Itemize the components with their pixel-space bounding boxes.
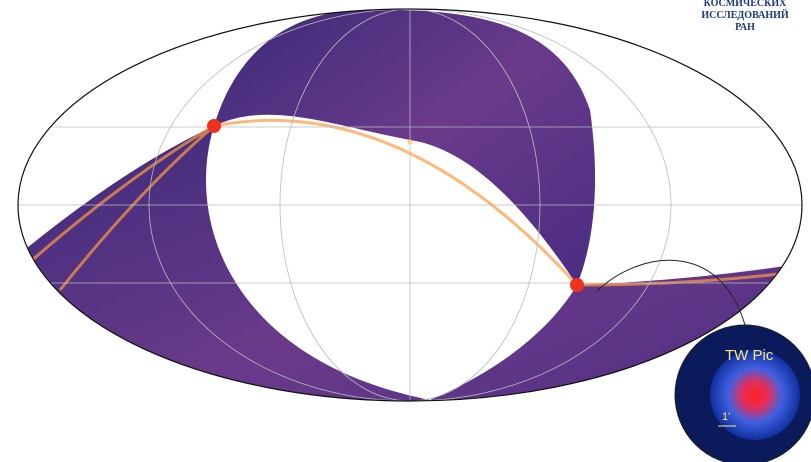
map-outline (17, 8, 803, 402)
pole-marker (570, 278, 584, 292)
source (407, 139, 413, 145)
pointer-line (596, 259, 746, 326)
glow-arcs (29, 118, 802, 291)
logo-line: КОСМИЧЕСКИХ (704, 0, 788, 9)
upper-band (214, 9, 596, 285)
logo-line: РАН (735, 22, 755, 33)
inset-source (710, 350, 800, 440)
inset-label: TW Pic (725, 347, 774, 364)
inset-scale: 1' (722, 411, 730, 423)
grid (18, 9, 802, 401)
inset: TW Pic 1' (674, 324, 811, 462)
inset-border (674, 324, 811, 462)
logo-line: ИССЛЕДОВАНИЙ (701, 9, 789, 21)
pole-marker (207, 119, 221, 133)
